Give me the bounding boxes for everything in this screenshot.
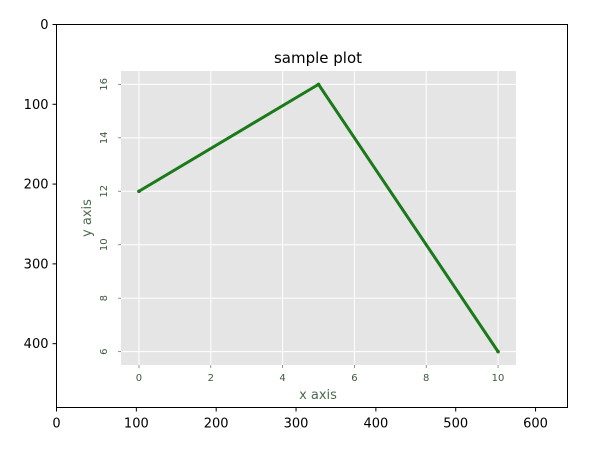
- y-tick-label: 6: [99, 348, 110, 354]
- x-tick-label: 10: [492, 373, 505, 384]
- outer-y-tick-label: 200: [24, 178, 49, 193]
- outer-x-tick-label: 500: [443, 417, 468, 432]
- outer-y-tick-label: 100: [24, 98, 49, 113]
- x-tick-label: 2: [208, 373, 214, 384]
- inner-y-ticks: 6 8 10 12 14 16: [99, 78, 121, 355]
- inner-x-ticks: 0 2 4 6 8 10: [136, 365, 505, 384]
- outer-x-tick-label: 600: [523, 417, 548, 432]
- y-tick-label: 12: [99, 185, 110, 198]
- x-tick-label: 8: [423, 373, 429, 384]
- chart-title: sample plot: [274, 49, 362, 67]
- outer-x-tick-label: 200: [204, 417, 229, 432]
- data-point: [137, 189, 141, 194]
- x-tick-label: 4: [279, 373, 285, 384]
- y-axis-label: y axis: [80, 199, 95, 237]
- x-axis-label: x axis: [299, 388, 337, 403]
- data-point: [316, 82, 321, 87]
- y-tick-label: 14: [99, 131, 110, 144]
- outer-y-tick-label: 300: [24, 257, 49, 272]
- plot-background: [121, 71, 516, 365]
- outer-y-ticks: 0 100 200 300 400: [24, 18, 57, 352]
- outer-x-tick-label: 100: [124, 417, 149, 432]
- outer-x-tick-label: 300: [284, 417, 309, 432]
- outer-x-tick-label: 0: [52, 417, 60, 432]
- outer-y-tick-label: 0: [40, 18, 48, 33]
- y-tick-label: 10: [99, 238, 110, 251]
- outer-x-tick-label: 400: [363, 417, 388, 432]
- outer-x-ticks: 0 100 200 300 400 500 600: [52, 407, 548, 432]
- y-tick-label: 16: [99, 78, 110, 91]
- outer-y-tick-label: 400: [24, 337, 49, 352]
- x-tick-label: 6: [351, 373, 357, 384]
- inner-plot: sample plot 0 2 4 6 8 10 6 8 10 12 14 16 x axis y …: [80, 49, 516, 403]
- series-group: [137, 82, 500, 354]
- x-tick-label: 0: [136, 373, 142, 384]
- data-point: [496, 349, 500, 354]
- y-tick-label: 8: [99, 295, 110, 301]
